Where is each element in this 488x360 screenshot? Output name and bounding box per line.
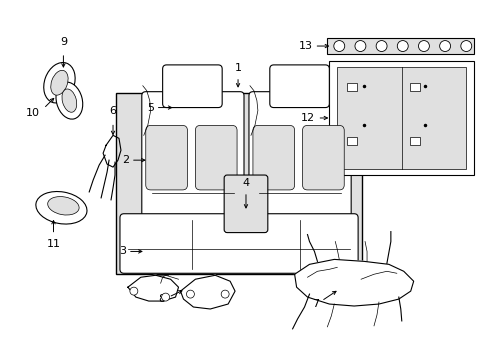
- Text: 10: 10: [25, 108, 40, 117]
- Bar: [116, 93, 361, 274]
- Bar: [346, 137, 356, 145]
- Bar: [409, 83, 419, 91]
- Text: 2: 2: [122, 155, 129, 165]
- Circle shape: [162, 293, 169, 301]
- FancyBboxPatch shape: [224, 175, 267, 233]
- Circle shape: [375, 41, 386, 51]
- Circle shape: [354, 41, 365, 51]
- Circle shape: [418, 41, 428, 51]
- Text: 4: 4: [242, 178, 249, 188]
- Bar: [328, 61, 473, 175]
- Bar: [326, 38, 473, 54]
- Ellipse shape: [43, 63, 75, 103]
- FancyBboxPatch shape: [163, 65, 222, 108]
- Text: 7: 7: [312, 299, 319, 309]
- Ellipse shape: [56, 82, 82, 119]
- Text: 13: 13: [298, 41, 312, 51]
- Text: 6: 6: [109, 107, 116, 117]
- Bar: [346, 83, 356, 91]
- FancyBboxPatch shape: [120, 214, 357, 273]
- Polygon shape: [294, 260, 413, 306]
- Polygon shape: [128, 275, 178, 301]
- Text: 1: 1: [234, 63, 241, 73]
- Text: 5: 5: [146, 103, 153, 113]
- Bar: [409, 137, 419, 145]
- Circle shape: [333, 41, 344, 51]
- FancyBboxPatch shape: [195, 125, 237, 190]
- Text: 9: 9: [60, 37, 67, 47]
- Text: 12: 12: [301, 113, 315, 123]
- Circle shape: [460, 41, 471, 51]
- Circle shape: [439, 41, 449, 51]
- Ellipse shape: [51, 70, 68, 95]
- Polygon shape: [180, 275, 235, 309]
- FancyBboxPatch shape: [142, 92, 244, 219]
- Circle shape: [396, 41, 407, 51]
- Text: 3: 3: [119, 247, 126, 256]
- FancyBboxPatch shape: [269, 65, 328, 108]
- FancyBboxPatch shape: [252, 125, 294, 190]
- FancyBboxPatch shape: [302, 125, 344, 190]
- Circle shape: [130, 287, 138, 295]
- Ellipse shape: [62, 89, 77, 112]
- Text: 11: 11: [46, 239, 61, 248]
- Text: 8: 8: [158, 294, 165, 304]
- Ellipse shape: [36, 192, 87, 224]
- FancyBboxPatch shape: [248, 92, 350, 219]
- FancyBboxPatch shape: [145, 125, 187, 190]
- Circle shape: [221, 290, 229, 298]
- Circle shape: [186, 290, 194, 298]
- Bar: [337, 67, 466, 169]
- Ellipse shape: [48, 197, 79, 215]
